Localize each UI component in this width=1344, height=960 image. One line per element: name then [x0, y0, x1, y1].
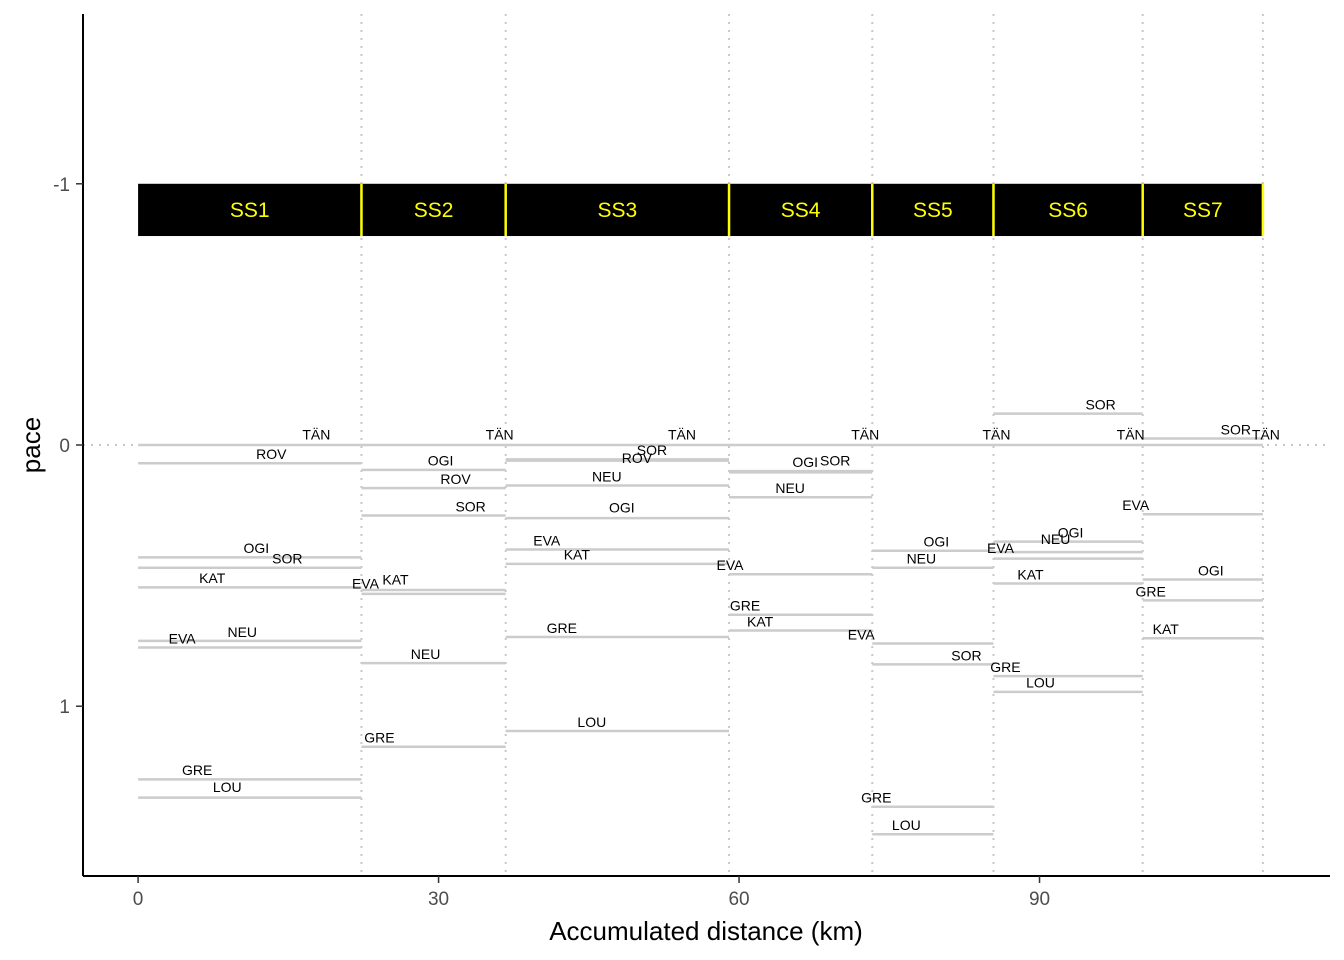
driver-label-eva: EVA: [848, 626, 876, 642]
axes: 0 30 60 90 -1 0 1: [53, 14, 1330, 910]
driver-label-ogi: OGI: [609, 500, 635, 516]
driver-label-ogi: OGI: [428, 453, 454, 469]
driver-label-gre: GRE: [861, 790, 891, 806]
driver-label-kat: KAT: [747, 613, 774, 629]
driver-label-neu: NEU: [1041, 531, 1071, 547]
driver-label-eva: EVA: [987, 540, 1015, 556]
x-tick-label: 30: [428, 889, 449, 910]
driver-label-ogi: OGI: [1058, 525, 1084, 541]
stage-label-ss5: SS5: [913, 199, 953, 222]
driver-label-lou: LOU: [577, 714, 606, 730]
x-axis-title: Accumulated distance (km): [549, 916, 863, 946]
driver-label-gre: GRE: [364, 730, 394, 746]
driver-label-gre: GRE: [547, 620, 577, 636]
driver-label-kat: KAT: [564, 547, 591, 563]
driver-label-neu: NEU: [227, 624, 257, 640]
driver-label-neu: NEU: [907, 551, 937, 567]
driver-label-rov: ROV: [440, 471, 471, 487]
driver-label-gre: GRE: [182, 762, 212, 778]
driver-label-sor: SOR: [272, 551, 302, 567]
driver-label-ogi: OGI: [924, 534, 950, 550]
driver-label-sor: SOR: [1085, 397, 1115, 413]
driver-label-eva: EVA: [533, 532, 561, 548]
driver-label-tän: TÄN: [668, 427, 696, 443]
driver-label-neu: NEU: [411, 646, 441, 662]
driver-label-ogi: OGI: [792, 454, 818, 470]
y-axis-ticks: -1 0 1: [53, 175, 83, 718]
driver-label-kat: KAT: [199, 570, 226, 586]
y-tick-label: 1: [59, 697, 70, 718]
driver-label-eva: EVA: [352, 575, 380, 591]
driver-label-sor: SOR: [820, 453, 850, 469]
stage-label-ss4: SS4: [781, 199, 821, 222]
driver-label-tän: TÄN: [982, 427, 1010, 443]
driver-label-lou: LOU: [1026, 675, 1055, 691]
x-axis-ticks: 0 30 60 90: [133, 876, 1050, 910]
driver-label-tän: TÄN: [486, 427, 514, 443]
driver-label-tän: TÄN: [851, 427, 879, 443]
driver-label-tän: TÄN: [302, 427, 330, 443]
x-tick-label: 60: [728, 889, 749, 910]
driver-label-eva: EVA: [1122, 497, 1150, 513]
driver-label-kat: KAT: [1153, 621, 1180, 637]
driver-label-lou: LOU: [892, 817, 921, 833]
stage-band-background: [138, 183, 1263, 237]
driver-label-ogi: OGI: [1198, 562, 1224, 578]
driver-label-eva: EVA: [169, 630, 197, 646]
driver-label-rov: ROV: [256, 446, 287, 462]
driver-label-sor: SOR: [1221, 421, 1251, 437]
stage-label-ss2: SS2: [414, 199, 454, 222]
driver-label-ogi: OGI: [243, 540, 269, 556]
driver-label-kat: KAT: [382, 572, 409, 588]
driver-label-neu: NEU: [775, 480, 805, 496]
y-tick-label: 0: [59, 436, 70, 457]
y-axis-title: pace: [16, 417, 46, 473]
driver-label-lou: LOU: [213, 779, 242, 795]
pace-segments: [138, 412, 1263, 836]
x-tick-label: 90: [1029, 889, 1050, 910]
stage-label-ss3: SS3: [598, 199, 638, 222]
driver-label-sor: SOR: [637, 442, 667, 458]
stage-band: SS1 SS2 SS3 SS4 SS5 SS6 SS7: [138, 183, 1265, 237]
driver-label-kat: KAT: [1017, 566, 1044, 582]
driver-label-rov: ROV: [622, 450, 653, 466]
x-tick-label: 0: [133, 889, 144, 910]
driver-label-gre: GRE: [990, 659, 1020, 675]
stage-label-ss1: SS1: [230, 199, 270, 222]
driver-label-gre: GRE: [1136, 583, 1166, 599]
driver-label-gre: GRE: [730, 598, 760, 614]
stage-label-ss6: SS6: [1048, 199, 1088, 222]
driver-label-eva: EVA: [717, 557, 745, 573]
y-tick-label: -1: [53, 175, 70, 196]
driver-label-neu: NEU: [592, 468, 622, 484]
stage-label-ss7: SS7: [1183, 199, 1223, 222]
driver-label-tän: TÄN: [1252, 427, 1280, 443]
driver-label-sor: SOR: [951, 647, 981, 663]
driver-label-tän: TÄN: [1117, 427, 1145, 443]
driver-label-sor: SOR: [455, 498, 485, 514]
